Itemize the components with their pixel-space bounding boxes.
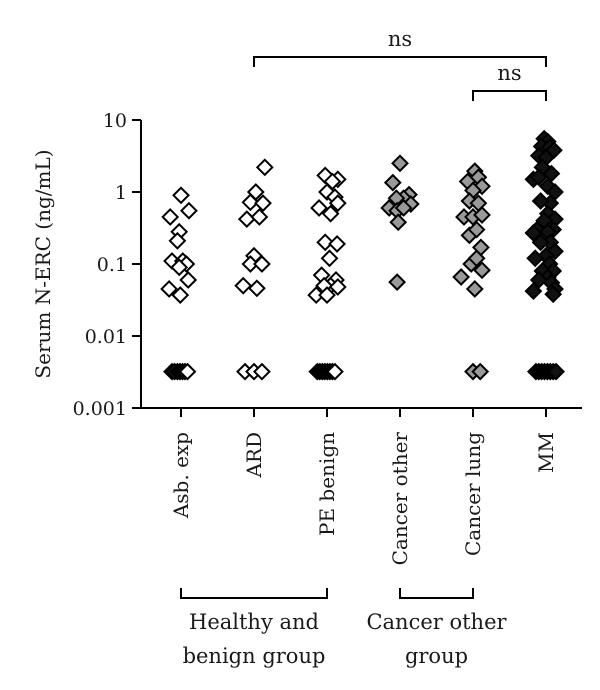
data-point <box>320 249 339 268</box>
x-category-label: Asb. exp <box>169 432 193 519</box>
y-ticks: 10 1 0.1 0.01 0.001 <box>73 110 141 420</box>
x-category-labels: Asb. exp ARD PE benign Cancer other Cancer l… <box>169 408 558 565</box>
x-category-label: PE benign <box>315 432 339 536</box>
x-category-label: Cancer other <box>388 432 412 566</box>
data-point <box>471 362 490 381</box>
data-point <box>321 204 340 223</box>
data-point <box>253 362 271 381</box>
data-point <box>178 362 197 381</box>
data-point <box>328 235 346 253</box>
data-point <box>465 280 484 298</box>
y-tick-label: 0.01 <box>85 326 127 348</box>
y-tick-label: 1 <box>115 182 127 204</box>
group-brackets: Healthy and benign group Cancer other group <box>180 588 508 668</box>
data-point <box>383 173 402 192</box>
data-point <box>234 276 253 295</box>
data-point <box>316 233 335 252</box>
group-label: Cancer other <box>366 610 507 634</box>
data-point <box>168 231 187 250</box>
group-label: Healthy and <box>189 610 319 634</box>
data-point <box>254 194 272 213</box>
data-point <box>473 177 491 196</box>
data-point <box>467 220 486 239</box>
data-point <box>326 362 344 381</box>
data-point <box>473 206 491 224</box>
data-point <box>388 273 407 292</box>
data-point <box>255 158 274 177</box>
x-category-label: Cancer lung <box>461 432 485 556</box>
data-point <box>467 249 486 268</box>
data-point <box>531 233 550 252</box>
data-point <box>160 280 179 298</box>
group-bracket <box>180 588 328 599</box>
data-point <box>529 168 548 187</box>
data-points <box>160 129 565 381</box>
data-point <box>547 362 565 381</box>
data-point <box>452 268 471 286</box>
data-point <box>328 278 347 296</box>
data-point <box>171 286 190 305</box>
data-point <box>241 193 260 212</box>
data-point <box>524 224 543 242</box>
x-category-label: ARD <box>242 432 266 479</box>
data-point <box>394 199 413 217</box>
data-point <box>391 154 409 173</box>
data-point <box>161 208 180 226</box>
group-bracket <box>399 588 474 599</box>
comparison-bracket <box>472 90 547 101</box>
data-point <box>241 255 260 273</box>
y-tick-label: 0.001 <box>73 398 127 420</box>
data-point <box>237 210 256 229</box>
data-point <box>531 192 550 210</box>
data-point <box>538 177 557 196</box>
comparison-bracket <box>253 56 547 67</box>
group-label: benign group <box>183 644 326 668</box>
data-point <box>544 285 563 304</box>
data-point <box>473 261 491 280</box>
data-point <box>526 249 545 268</box>
data-point <box>170 258 189 277</box>
data-point <box>318 286 336 305</box>
data-point <box>529 271 548 289</box>
x-category-label: MM <box>534 432 558 473</box>
y-axis-title: Serum N-ERC (ng/mL) <box>31 149 55 378</box>
data-point <box>389 213 408 232</box>
data-point <box>250 208 269 226</box>
data-point <box>253 255 271 273</box>
significance-label: ns <box>497 61 521 85</box>
data-point <box>172 186 190 205</box>
data-point <box>310 199 328 217</box>
significance-label: ns <box>388 27 412 51</box>
data-point <box>328 194 347 213</box>
data-point <box>179 271 198 289</box>
y-tick-label: 10 <box>103 110 127 132</box>
data-point <box>247 279 266 298</box>
data-point <box>180 201 198 220</box>
data-point <box>524 282 543 301</box>
comparison-brackets: ns ns <box>253 27 547 101</box>
group-label: group <box>405 644 468 668</box>
y-tick-label: 0.1 <box>97 254 127 276</box>
axes <box>140 120 582 409</box>
